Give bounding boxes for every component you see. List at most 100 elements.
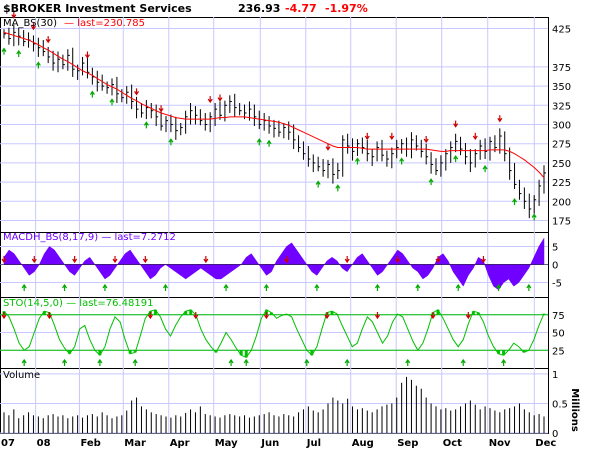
price-buy-arrow bbox=[109, 98, 115, 106]
price-buy-arrow bbox=[354, 157, 360, 165]
sto-buy-arrow bbox=[21, 358, 27, 366]
volume-tick-label: 0 bbox=[552, 429, 558, 440]
last-price: 236.93 bbox=[238, 2, 280, 15]
price-tick-label: 250 bbox=[552, 159, 571, 170]
sto-buy-arrow bbox=[228, 358, 234, 366]
sto-sell-arrow bbox=[465, 312, 471, 320]
price-sell-arrow bbox=[30, 23, 36, 31]
macd-sell-arrow bbox=[344, 256, 350, 264]
macd-sell-arrow bbox=[395, 256, 401, 264]
month-tick-label: Mar bbox=[124, 438, 146, 449]
price-tick-label: 275 bbox=[552, 140, 571, 151]
sto-buy-arrow bbox=[405, 358, 411, 366]
month-tick-label: May bbox=[215, 438, 238, 449]
price-buy-arrow bbox=[89, 90, 95, 98]
macd-buy-arrow bbox=[263, 283, 269, 291]
price-sell-arrow bbox=[84, 51, 90, 59]
price-buy-arrow bbox=[335, 184, 341, 192]
price-tick-label: 350 bbox=[552, 82, 571, 93]
sto-buy-arrow bbox=[62, 358, 68, 366]
macd-buy-arrow bbox=[21, 283, 27, 291]
ma-last-label: — last=230.785 bbox=[64, 18, 145, 29]
sto-tick-label: 50 bbox=[552, 329, 565, 340]
macd-sell-arrow bbox=[142, 256, 148, 264]
sto-sell-arrow bbox=[263, 312, 269, 320]
volume-unit-label: Millions bbox=[569, 388, 580, 432]
macd-buy-arrow bbox=[162, 283, 168, 291]
macd-sell-arrow bbox=[31, 256, 37, 264]
price-tick-label: 200 bbox=[552, 197, 571, 208]
macd-label: MACDH_BS(8,17,9) — last=7.2712 bbox=[3, 232, 176, 243]
sto-buy-arrow bbox=[243, 358, 249, 366]
sto-sell-arrow bbox=[324, 312, 330, 320]
price-buy-arrow bbox=[399, 157, 405, 165]
price-buy-arrow bbox=[1, 47, 7, 55]
price-sell-arrow bbox=[453, 120, 459, 128]
sto-buy-arrow bbox=[501, 358, 507, 366]
ma-label: MA_BS(30) bbox=[3, 18, 57, 29]
sto-buy-arrow bbox=[460, 358, 466, 366]
macd-sell-arrow bbox=[72, 256, 78, 264]
price-sell-arrow bbox=[472, 132, 478, 141]
price-sell-arrow bbox=[364, 132, 370, 141]
price-buy-arrow bbox=[266, 139, 272, 147]
volume-label: Volume bbox=[3, 370, 40, 381]
price-sell-arrow bbox=[389, 132, 395, 141]
price-buy-arrow bbox=[512, 198, 518, 206]
price-sell-arrow bbox=[217, 94, 223, 102]
macd-buy-arrow bbox=[102, 283, 108, 291]
sto-oversold-fill bbox=[68, 350, 526, 358]
price-sell-arrow bbox=[325, 143, 331, 151]
macd-sell-arrow bbox=[112, 256, 118, 264]
macd-tick-label: 5 bbox=[552, 242, 558, 253]
macd-buy-arrow bbox=[62, 283, 68, 291]
price-buy-arrow bbox=[428, 178, 434, 186]
price-tick-label: 175 bbox=[552, 216, 571, 227]
price-sell-arrow bbox=[207, 96, 213, 104]
month-tick-label: Oct bbox=[443, 438, 462, 449]
price-tick-label: 225 bbox=[552, 178, 571, 189]
sto-sell-arrow bbox=[374, 312, 380, 320]
price-buy-arrow bbox=[168, 138, 174, 146]
macd-histogram-area bbox=[3, 237, 545, 291]
macd-sell-arrow bbox=[284, 256, 290, 264]
price-sell-arrow bbox=[45, 36, 51, 44]
month-tick-label: Jun bbox=[260, 438, 279, 449]
month-tick-label: Dec bbox=[535, 438, 556, 449]
macd-tick-label: 0 bbox=[552, 261, 558, 272]
sto-tick-label: 75 bbox=[552, 311, 565, 322]
month-tick-label: Jul bbox=[306, 438, 321, 449]
symbol-title: $BROKER Investment Services bbox=[3, 2, 192, 15]
macd-sell-arrow bbox=[1, 256, 7, 264]
price-buy-arrow bbox=[256, 138, 262, 146]
sto-tick-label: 25 bbox=[552, 346, 565, 357]
price-tick-label: 375 bbox=[552, 63, 571, 74]
sto-sell-arrow bbox=[430, 312, 436, 320]
macd-buy-arrow bbox=[223, 283, 229, 291]
macd-buy-arrow bbox=[415, 283, 421, 291]
sto-sell-arrow bbox=[46, 312, 52, 320]
price-sell-arrow bbox=[11, 11, 17, 19]
macd-buy-arrow bbox=[455, 283, 461, 291]
macd-buy-arrow bbox=[374, 283, 380, 291]
month-tick-label: 08 bbox=[37, 438, 51, 449]
sto-buy-arrow bbox=[344, 358, 350, 366]
price-buy-arrow bbox=[16, 49, 22, 57]
macd-sell-arrow bbox=[435, 256, 441, 264]
month-tick-label: Sep bbox=[397, 438, 418, 449]
sto-sell-arrow bbox=[147, 312, 153, 320]
price-sell-arrow bbox=[158, 105, 164, 113]
price-buy-arrow bbox=[482, 165, 488, 173]
month-tick-label: Aug bbox=[352, 438, 374, 449]
macd-sell-arrow bbox=[480, 256, 486, 264]
sto-sell-arrow bbox=[1, 312, 7, 320]
price-tick-label: 425 bbox=[552, 25, 571, 36]
sto-overbought-fill bbox=[2, 309, 546, 315]
price-buy-arrow bbox=[315, 180, 321, 188]
month-tick-label: Apr bbox=[170, 438, 190, 449]
macd-buy-arrow bbox=[314, 283, 320, 291]
price-sell-arrow bbox=[134, 88, 140, 96]
price-buy-arrow bbox=[453, 155, 459, 163]
